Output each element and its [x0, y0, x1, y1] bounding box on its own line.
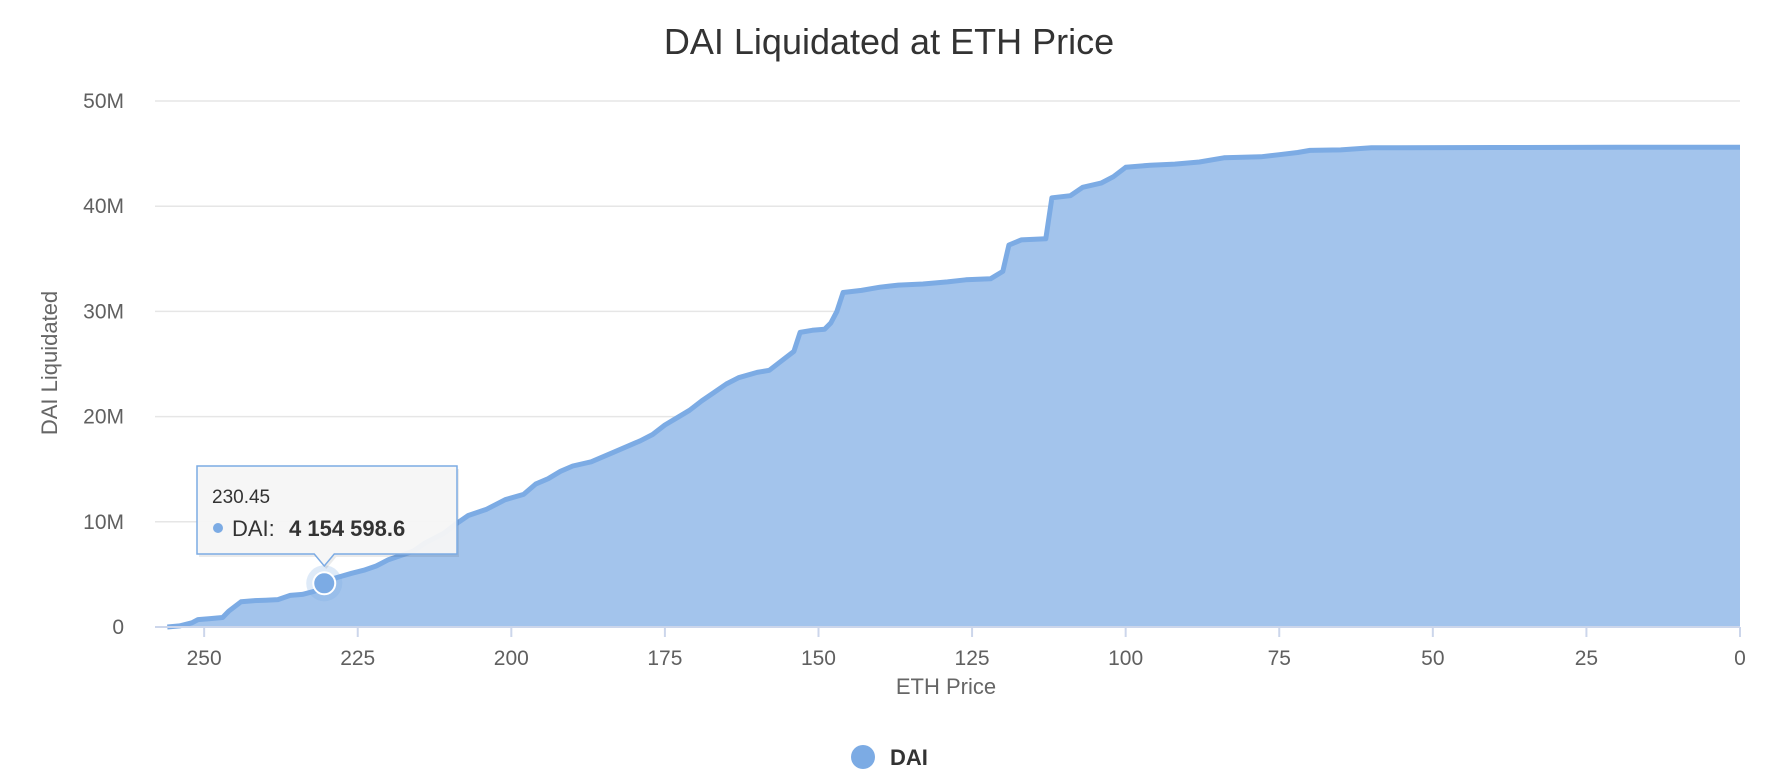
y-tick-label: 40M: [83, 195, 124, 218]
y-tick-label: 20M: [83, 406, 124, 429]
x-tick-label: 25: [1575, 647, 1598, 670]
y-tick-label: 0: [112, 616, 124, 639]
tooltip-box: [196, 465, 458, 568]
x-tick-label: 250: [187, 647, 222, 670]
x-axis-title: ETH Price: [896, 674, 996, 699]
legend-series-label[interactable]: DAI: [890, 745, 928, 770]
tooltip-series-name: DAI:: [232, 516, 275, 541]
y-axis-title: DAI Liquidated: [37, 291, 62, 435]
legend-series-marker: [851, 745, 875, 769]
tooltip: 230.45 DAI: 4 154 598.6: [196, 465, 459, 569]
x-tick-label: 150: [801, 647, 836, 670]
y-tick-label: 30M: [83, 300, 124, 323]
hover-point[interactable]: [306, 565, 343, 602]
y-axis: 0 10M 20M 30M 40M 50M: [83, 90, 124, 639]
tooltip-series-marker: [213, 523, 223, 533]
x-tick-label: 125: [955, 647, 990, 670]
x-tick-label: 175: [647, 647, 682, 670]
x-tick-label: 100: [1108, 647, 1143, 670]
x-tick-label: 75: [1268, 647, 1291, 670]
x-tick-label: 0: [1734, 647, 1746, 670]
y-tick-label: 10M: [83, 511, 124, 534]
tooltip-value: 4 154 598.6: [289, 516, 405, 541]
x-tick-label: 200: [494, 647, 529, 670]
x-tick-label: 225: [340, 647, 375, 670]
legend[interactable]: DAI: [851, 745, 928, 770]
series-area-dai: [167, 147, 1740, 628]
hover-point-marker[interactable]: [312, 571, 337, 596]
x-tick-label: 50: [1421, 647, 1444, 670]
chart-title: DAI Liquidated at ETH Price: [664, 21, 1114, 62]
x-axis: 250 225 200 175 150 125 100 75 50 25 0: [155, 626, 1746, 670]
tooltip-x-value: 230.45: [212, 487, 270, 508]
y-tick-label: 50M: [83, 90, 124, 113]
